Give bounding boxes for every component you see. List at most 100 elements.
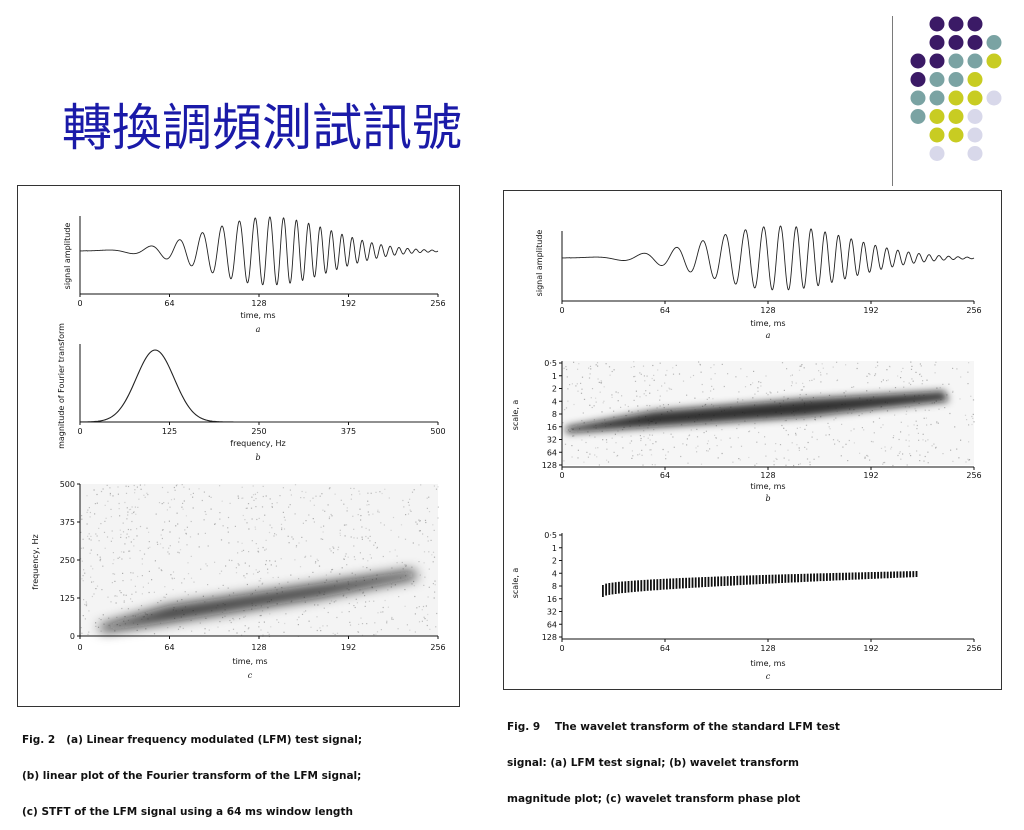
x-tick-label: 0 [559, 306, 564, 315]
figure-9-plots: 0 64 128 192 256 time, ms a signal amplitude… [511, 225, 982, 681]
decorative-dot [948, 109, 964, 124]
fig9c-tag: c [766, 672, 771, 681]
x-tick-label: 0 [77, 299, 82, 308]
y-tick-label: 1 [552, 544, 557, 553]
y-tick-label: 4 [552, 569, 557, 578]
x-tick-label: 64 [660, 306, 670, 315]
fig2-panel-c: 0 64 128 192 256 500 375 250 125 0 time, ms c fre… [31, 480, 446, 680]
y-tick-label: 4 [552, 397, 557, 406]
y-tick-label: 250 [60, 556, 75, 565]
fig2a-tag: a [256, 325, 261, 334]
decorative-dot [948, 90, 964, 106]
x-tick-label: 192 [341, 299, 356, 308]
decorative-dot [948, 16, 964, 32]
decorative-dot [910, 53, 926, 69]
decorative-dot [967, 16, 983, 32]
decorative-dot [967, 72, 983, 87]
figure-2-plots: 0 64 128 192 256 time, ms a signal amplitude… [31, 216, 446, 680]
x-tick-label: 128 [251, 643, 266, 652]
fig2-panel-a: 0 64 128 192 256 time, ms a signal amplitude [63, 216, 446, 334]
decorative-dot [929, 127, 945, 143]
slide-title: 轉換調頻測試訊號 [62, 99, 462, 157]
x-tick-label: 256 [966, 644, 981, 653]
x-tick-label: 192 [341, 643, 356, 652]
fig9c-xlabel: time, ms [750, 659, 785, 668]
figure-2-caption: Fig. 2 (a) Linear frequency modulated (L… [22, 710, 362, 830]
y-tick-label: 128 [542, 633, 557, 642]
fig2-caption-line: (c) STFT of the LFM signal using a 64 ms… [22, 806, 353, 818]
x-tick-label: 256 [966, 306, 981, 315]
fig9-wavelet-phase-band [602, 571, 918, 597]
figure-2: 0 64 128 192 256 time, ms a signal amplitude… [17, 185, 460, 707]
y-tick-label: 0·5 [544, 531, 557, 540]
decorative-dot [948, 72, 964, 87]
fig2-lfm-signal-line [79, 216, 439, 286]
x-tick-label: 64 [164, 643, 174, 652]
decorative-dot [929, 90, 945, 106]
x-tick-label: 128 [760, 306, 775, 315]
decorative-dot [967, 90, 983, 106]
y-tick-label: 8 [552, 582, 557, 591]
x-tick-label: 64 [660, 471, 670, 480]
y-tick-label: 32 [547, 608, 557, 617]
decorative-dot [967, 109, 983, 124]
y-tick-label: 1 [552, 372, 557, 381]
decorative-dot [986, 35, 1002, 50]
y-tick-label: 2 [552, 385, 557, 394]
fig2-stft-band [98, 570, 418, 632]
decorative-dot [910, 90, 926, 106]
fig2-fourier-magnitude-line [79, 349, 438, 423]
x-tick-label: 500 [430, 427, 445, 436]
y-tick-label: 8 [552, 410, 557, 419]
y-tick-label: 500 [60, 480, 75, 489]
x-tick-label: 128 [760, 471, 775, 480]
fig2a-xlabel: time, ms [240, 311, 275, 320]
x-tick-label: 64 [660, 644, 670, 653]
x-tick-label: 64 [164, 299, 174, 308]
fig9b-ylabel: scale, a [511, 400, 520, 431]
fig2c-ylabel: frequency, Hz [31, 534, 40, 589]
x-tick-label: 256 [966, 471, 981, 480]
y-tick-label: 16 [547, 423, 557, 432]
fig2a-ylabel: signal amplitude [63, 223, 72, 290]
y-tick-label: 128 [542, 461, 557, 470]
figure-9: 0 64 128 192 256 time, ms a signal amplitude… [503, 190, 1002, 690]
decorative-dot [948, 35, 964, 50]
y-tick-label: 64 [547, 448, 557, 457]
fig2-caption-line: (b) linear plot of the Fourier transform… [22, 770, 362, 782]
fig2-panel-b: 0 125 250 375 500 frequency, Hz b magnitude … [57, 323, 446, 462]
decorative-dot [929, 53, 945, 69]
x-tick-label: 128 [251, 299, 266, 308]
decorative-dot [948, 127, 964, 143]
x-tick-label: 0 [559, 644, 564, 653]
x-tick-label: 0 [77, 427, 82, 436]
y-tick-label: 375 [60, 518, 75, 527]
x-tick-label: 0 [77, 643, 82, 652]
y-tick-label: 125 [60, 594, 75, 603]
fig9-wavelet-magnitude-band [566, 391, 949, 433]
y-tick-label: 16 [547, 595, 557, 604]
decorative-dot [967, 127, 983, 143]
fig9c-ylabel: scale, a [511, 568, 520, 599]
fig2b-tag: b [255, 453, 260, 462]
fig9-caption-line: signal: (a) LFM test signal; (b) wavelet… [507, 757, 799, 769]
decorative-dot [929, 35, 945, 50]
decorative-dot [929, 109, 945, 124]
y-tick-label: 0·5 [544, 359, 557, 368]
fig2-caption-line: Fig. 2 (a) Linear frequency modulated (L… [22, 734, 363, 746]
y-tick-label: 64 [547, 620, 557, 629]
decorative-dot [910, 72, 926, 87]
y-tick-label: 2 [552, 557, 557, 566]
decorative-dot [967, 146, 983, 161]
x-tick-label: 0 [559, 471, 564, 480]
fig9-panel-a: 0 64 128 192 256 time, ms a signal amplitude [535, 225, 982, 340]
x-tick-label: 192 [863, 644, 878, 653]
fig2c-xlabel: time, ms [232, 657, 267, 666]
x-tick-label: 250 [251, 427, 266, 436]
decorative-dot [929, 16, 945, 32]
decorative-dot [929, 72, 945, 87]
fig9-caption-line: Fig. 9 The wavelet transform of the stan… [507, 721, 840, 733]
fig9a-ylabel: signal amplitude [535, 230, 544, 297]
